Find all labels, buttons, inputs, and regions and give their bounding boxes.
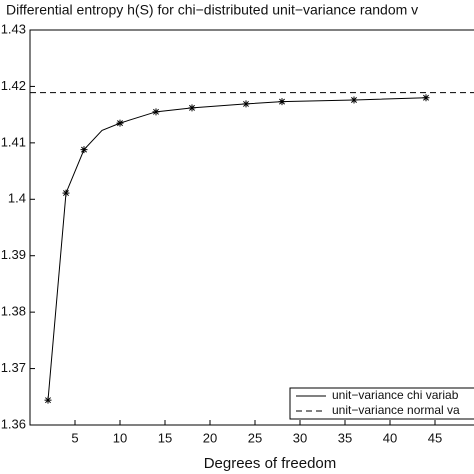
marker-stroke (423, 94, 429, 101)
y-tick-label: 1.43 (1, 21, 26, 36)
marker (44, 396, 52, 404)
x-tick-label: 15 (158, 430, 172, 445)
chart-title: Differential entropy h(S) for chi−distri… (6, 2, 418, 18)
y-tick-label: 1.4 (8, 191, 26, 206)
series-line (47, 97, 427, 401)
marker-stroke (279, 98, 285, 105)
x-tick-label: 20 (203, 430, 217, 445)
y-tick-label: 1.38 (1, 304, 26, 319)
marker (188, 104, 196, 112)
legend-label: unit−variance chi variab (332, 388, 459, 402)
y-tick-label: 1.42 (1, 78, 26, 93)
marker-stroke (351, 96, 357, 103)
x-tick-label: 40 (383, 430, 397, 445)
y-tick-label: 1.36 (1, 416, 26, 431)
x-tick-label: 35 (338, 430, 352, 445)
x-tick-label: 5 (71, 430, 78, 445)
marker (80, 146, 88, 154)
marker-stroke (153, 108, 159, 115)
x-tick-label: 45 (428, 430, 442, 445)
legend-box (289, 387, 474, 420)
legend-label: unit−variance normal va (332, 403, 460, 417)
marker-stroke (63, 190, 69, 197)
y-tick-label: 1.37 (1, 360, 26, 375)
marker (116, 119, 124, 127)
y-tick-label: 1.41 (1, 134, 26, 149)
y-tick-label: 1.39 (1, 247, 26, 262)
marker (278, 98, 286, 106)
plot-frame (29, 29, 474, 426)
x-tick-label: 10 (113, 430, 127, 445)
x-tick-label: 25 (248, 430, 262, 445)
marker (242, 100, 250, 108)
marker-stroke (45, 397, 51, 404)
marker-stroke (243, 100, 249, 107)
marker (152, 108, 160, 116)
marker-stroke (117, 120, 123, 127)
x-axis-label: Degrees of freedom (204, 455, 337, 472)
marker (62, 189, 70, 197)
marker-stroke (81, 146, 87, 153)
marker-stroke (189, 104, 195, 111)
marker (350, 96, 358, 104)
marker (422, 94, 430, 102)
x-tick-label: 30 (293, 430, 307, 445)
